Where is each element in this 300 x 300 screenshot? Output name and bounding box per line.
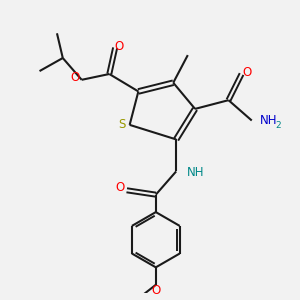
Text: O: O [116,181,125,194]
Text: O: O [151,284,160,296]
Text: O: O [71,71,80,84]
Text: NH: NH [187,166,205,179]
Text: O: O [242,66,251,79]
Text: S: S [119,118,126,131]
Text: 2: 2 [276,121,281,130]
Text: O: O [115,40,124,53]
Text: NH: NH [260,114,278,127]
